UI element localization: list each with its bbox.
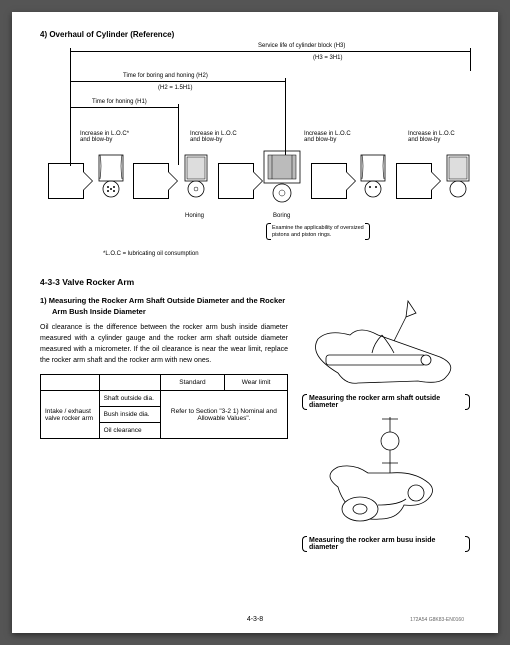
dim-h2-eq: (H2 = 1.5H1) (158, 85, 193, 91)
heading-overhaul: 4) Overhaul of Cylinder (Reference) (40, 30, 470, 39)
left-column: 1) Measuring the Rocker Arm Shaft Outsid… (40, 295, 288, 551)
dim-h1 (70, 107, 178, 108)
td-clear: Oil clearance (99, 423, 160, 439)
dim-h3-label: Service life of cylinder block (H3) (258, 43, 345, 49)
doc-id: 172A54 G8K83-EN0160 (410, 617, 464, 623)
th-blank2 (99, 375, 160, 391)
process-arrow-3 (218, 163, 254, 199)
process-arrow-2 (133, 163, 169, 199)
th-wear: Wear limit (225, 375, 288, 391)
loc-1: Increase in L.O.C* and blow-by (80, 131, 129, 143)
cylinder-honed-1 (181, 153, 211, 199)
stage-label-honing: Honing (185, 213, 204, 219)
figure-bush (298, 415, 468, 533)
loc-3: Increase in L.O.C and blow-by (304, 131, 351, 143)
boring-note: Examine the applicability of oversized p… (268, 223, 368, 240)
content-row: 1) Measuring the Rocker Arm Shaft Outsid… (40, 295, 470, 551)
right-column: Measuring the rocker arm shaft outside d… (298, 295, 468, 551)
caption-bush: Measuring the rocker arm busu inside dia… (304, 537, 468, 551)
loc-4: Increase in L.O.C and blow-by (408, 131, 455, 143)
th-blank (41, 375, 100, 391)
td-bush: Bush inside dia. (99, 407, 160, 423)
td-shaft: Shaft outside dia. (99, 391, 160, 407)
content: 4) Overhaul of Cylinder (Reference) Serv… (12, 12, 498, 551)
cylinder-bored (262, 149, 302, 203)
overhaul-chart: Service life of cylinder block (H3) (H3 … (48, 45, 478, 265)
dim-h2-label: Time for boring and honing (H2) (123, 73, 208, 79)
process-arrow-1 (48, 163, 84, 199)
paragraph: Oil clearance is the difference between … (40, 322, 288, 367)
dim-h3 (70, 51, 470, 52)
caption-shaft: Measuring the rocker arm shaft outside d… (304, 395, 468, 409)
cylinder-worn-1 (96, 153, 126, 199)
page-number: 4-3-8 (247, 616, 263, 623)
heading-section: 4-3-3 Valve Rocker Arm (40, 277, 470, 287)
td-ref: Refer to Section "3-2 1) Nominal and All… (160, 391, 287, 439)
td-group: Intake / exhaust valve rocker arm (41, 391, 100, 439)
heading-measuring: 1) Measuring the Rocker Arm Shaft Outsid… (40, 295, 288, 318)
dim-h3-eq: (H3 = 3H1) (313, 55, 343, 61)
cylinder-worn-2 (358, 153, 388, 199)
spec-table: Standard Wear limit Intake / exhaust val… (40, 374, 288, 439)
th-standard: Standard (160, 375, 224, 391)
cylinder-honed-2 (443, 153, 473, 199)
process-arrow-5 (396, 163, 432, 199)
dim-h2 (70, 81, 285, 82)
loc-2: Increase in L.O.C and blow-by (190, 131, 237, 143)
page: 4) Overhaul of Cylinder (Reference) Serv… (12, 12, 498, 633)
stage-label-boring: Boring (273, 213, 290, 219)
process-arrow-4 (311, 163, 347, 199)
dim-h1-label: Time for honing (H1) (92, 99, 147, 105)
figure-shaft (298, 295, 468, 391)
loc-footnote: *L.O.C = lubricating oil consumption (103, 251, 199, 257)
page-footer: 4-3-8 172A54 G8K83-EN0160 (12, 616, 498, 623)
